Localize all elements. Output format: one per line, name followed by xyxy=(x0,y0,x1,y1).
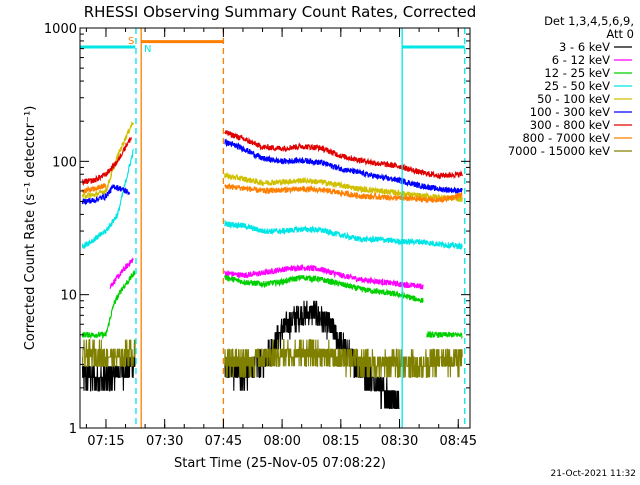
series-line-6-0 xyxy=(81,136,132,186)
series-line-6-1 xyxy=(224,130,463,180)
y-tick-label-1: 10 xyxy=(60,289,77,304)
series-line-5-1 xyxy=(224,138,463,194)
series-300-800-kev xyxy=(81,130,463,186)
series-800-7000-kev xyxy=(81,182,463,204)
plot-frame xyxy=(79,27,471,429)
series-12-25-kev xyxy=(81,270,463,340)
y-axis-label: Corrected Count Rate (s⁻¹ detector⁻¹) xyxy=(23,106,38,351)
x-tick-label-4: 08:15 xyxy=(322,434,359,449)
series-line-4-0 xyxy=(81,121,134,201)
legend-label-1: 6 - 12 keV xyxy=(552,53,610,67)
legend-label-0: 3 - 6 keV xyxy=(559,40,610,54)
legend-label-6: 300 - 800 keV xyxy=(530,118,610,132)
night-flag-label: N xyxy=(144,44,151,55)
chart-title: RHESSI Observing Summary Count Rates, Co… xyxy=(84,3,477,21)
timestamp: 21-Oct-2021 11:32 xyxy=(551,469,636,479)
series-50-100-kev xyxy=(81,121,463,203)
legend-label-7: 800 - 7000 keV xyxy=(522,131,610,145)
series-25-50-kev xyxy=(81,148,463,250)
axes: 1 10 100 1000 07:15 07:30 07:45 08:00 08:15 08:30… xyxy=(44,22,477,449)
series-6-12-kev xyxy=(109,257,424,290)
saa-flag-label: S xyxy=(128,36,134,47)
y-tick-label-3: 1000 xyxy=(44,22,77,37)
legend-label-2: 12 - 25 keV xyxy=(544,66,610,80)
series-100-300-kev xyxy=(81,138,463,206)
series-line-2-1 xyxy=(224,274,424,304)
x-tick-label-1: 07:30 xyxy=(146,434,183,449)
series-line-2-0 xyxy=(81,270,136,340)
series-line-2-2 xyxy=(426,330,463,340)
x-tick-label-6: 08:45 xyxy=(440,434,477,449)
legend-label-8: 7000 - 15000 keV xyxy=(508,144,610,158)
series-line-7-1 xyxy=(224,182,463,204)
y-tick-label-2: 100 xyxy=(52,155,77,170)
series-7000-15000-kev xyxy=(81,339,463,378)
series-line-1-0 xyxy=(109,257,134,289)
y-tick-label-0: 1 xyxy=(69,422,77,437)
x-tick-label-5: 08:30 xyxy=(381,434,418,449)
series-line-3-0 xyxy=(81,148,134,250)
series-line-5-0 xyxy=(81,184,131,206)
series-line-3-1 xyxy=(224,219,463,250)
plot-area xyxy=(80,28,466,428)
series-line-0-0 xyxy=(81,356,136,392)
x-tick-label-0: 07:15 xyxy=(87,434,124,449)
legend-label-5: 100 - 300 keV xyxy=(530,105,610,119)
series-line-4-1 xyxy=(224,171,463,203)
series-line-8-1 xyxy=(224,339,463,378)
legend-label-3: 25 - 50 keV xyxy=(544,79,610,93)
x-axis-label: Start Time (25-Nov-05 07:08:22) xyxy=(174,456,386,471)
x-tick-label-3: 08:00 xyxy=(263,434,300,449)
x-tick-label-2: 07:45 xyxy=(205,434,242,449)
series-line-7-0 xyxy=(81,182,107,194)
series-line-8-0 xyxy=(81,339,136,367)
legend-header-line-2: Att 0 xyxy=(606,27,634,41)
legend-label-4: 50 - 100 keV xyxy=(537,92,610,106)
legend-header-line-1: Det 1,3,4,5,6,9, xyxy=(544,14,634,28)
series-line-1-1 xyxy=(224,263,424,290)
